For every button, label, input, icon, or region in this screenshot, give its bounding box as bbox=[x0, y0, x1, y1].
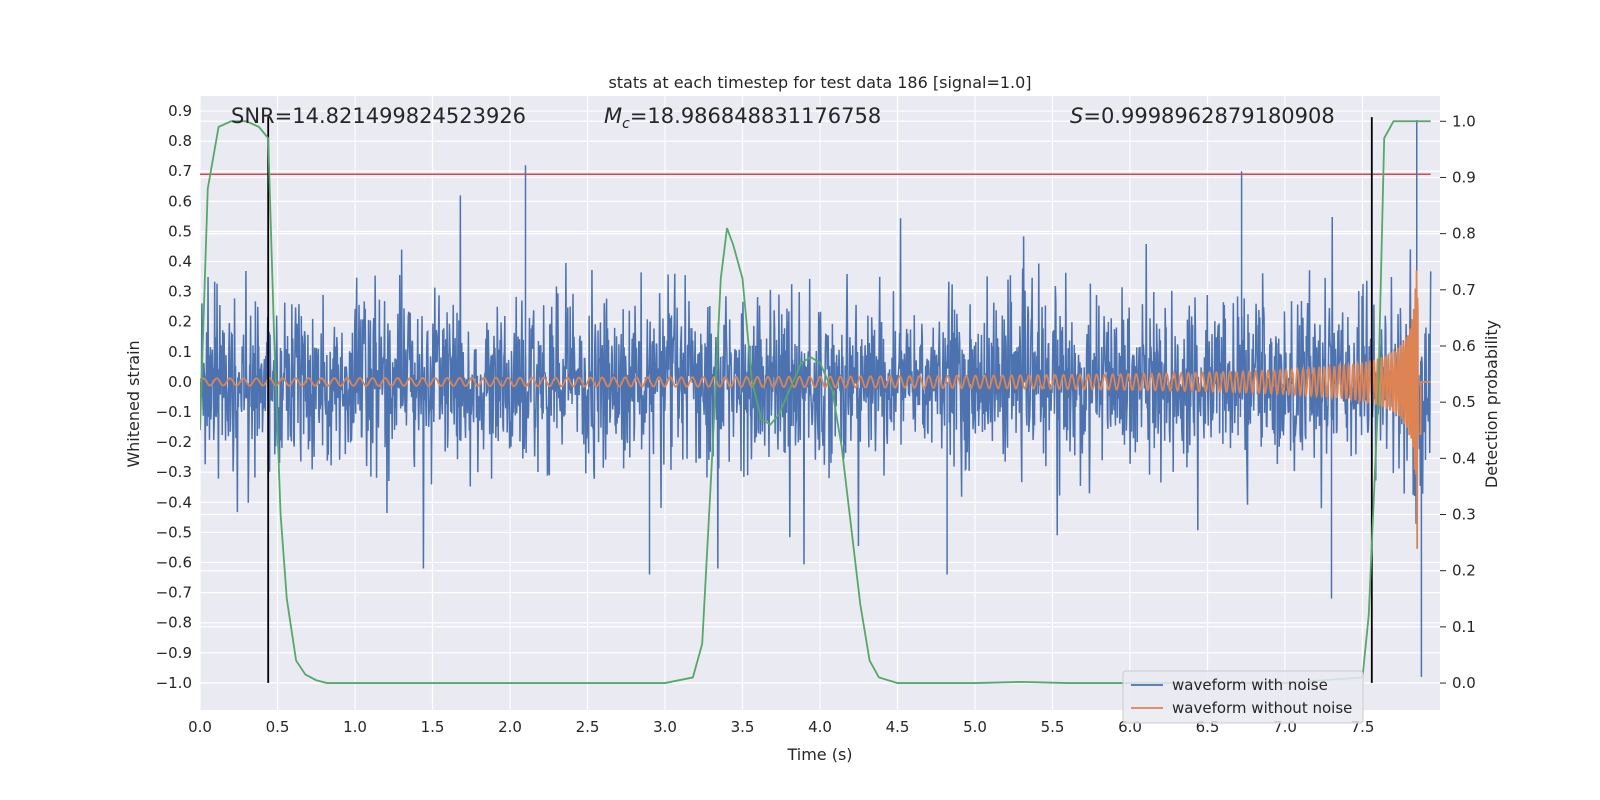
y-right-tick-label: 0.6 bbox=[1452, 337, 1476, 355]
snr-annotation: SNR=14.821499824523926 bbox=[231, 104, 526, 128]
y-right-tick-label: 0.8 bbox=[1452, 225, 1476, 243]
x-tick-label: 5.0 bbox=[963, 718, 987, 736]
y-right-tick-label: 1.0 bbox=[1452, 112, 1476, 130]
y-tick-label: −0.8 bbox=[156, 614, 192, 632]
y-tick-label: 0.4 bbox=[168, 253, 192, 271]
legend-label-clean: waveform without noise bbox=[1172, 699, 1352, 717]
y-right-tick-label: 0.4 bbox=[1452, 449, 1476, 467]
y-tick-label: −0.6 bbox=[156, 554, 192, 572]
y-tick-label: −1.0 bbox=[156, 674, 192, 692]
x-tick-label: 4.5 bbox=[886, 718, 910, 736]
s-annotation: S=0.9998962879180908 bbox=[1070, 104, 1335, 128]
chirp-mass-annotation: Mc=18.986848831176758 bbox=[604, 104, 881, 132]
x-tick-label: 2.0 bbox=[498, 718, 522, 736]
chirp-mass-symbol: M bbox=[604, 104, 622, 128]
y-right-ticks: 1.0 0.9 0.8 0.7 0.6 0.5 0.4 0.3 0.2 0.1 0.0 bbox=[1440, 112, 1476, 692]
y-tick-label: −0.4 bbox=[156, 493, 192, 511]
y-right-tick-label: 0.9 bbox=[1452, 168, 1476, 186]
legend-box bbox=[1122, 670, 1364, 724]
legend: waveform with noise waveform without noi… bbox=[1122, 670, 1364, 724]
s-symbol: S bbox=[1070, 104, 1083, 128]
y-tick-label: 0.6 bbox=[168, 192, 192, 210]
x-tick-label: 2.5 bbox=[576, 718, 600, 736]
y-tick-label: 0.1 bbox=[168, 343, 192, 361]
y-right-tick-label: 0.5 bbox=[1452, 393, 1476, 411]
chart-title: stats at each timestep for test data 186… bbox=[608, 73, 1031, 92]
y-tick-label: 0.3 bbox=[168, 283, 192, 301]
y-tick-label: −0.9 bbox=[156, 644, 192, 662]
x-tick-label: 3.5 bbox=[731, 718, 755, 736]
x-tick-label: 4.0 bbox=[808, 718, 832, 736]
series-waveform-with-noise bbox=[200, 120, 1432, 677]
legend-label-noisy: waveform with noise bbox=[1172, 676, 1328, 694]
x-tick-label: 5.5 bbox=[1041, 718, 1065, 736]
y-tick-label: 0.0 bbox=[168, 373, 192, 391]
y-tick-label: 0.2 bbox=[168, 313, 192, 331]
x-tick-label: 3.0 bbox=[653, 718, 677, 736]
y-ticks: 0.9 0.8 0.7 0.6 0.5 0.4 0.3 0.2 0.1 0.0 −0.1 −0.2 −0… bbox=[156, 102, 192, 692]
y-right-axis-label: Detection probability bbox=[1482, 320, 1501, 488]
y-right-tick-label: 0.1 bbox=[1452, 618, 1476, 636]
series-detection-probability bbox=[200, 120, 1431, 684]
y-tick-label: 0.5 bbox=[168, 222, 192, 240]
x-tick-label: 1.5 bbox=[421, 718, 445, 736]
x-tick-label: 0.0 bbox=[188, 718, 212, 736]
chirp-mass-value: =18.986848831176758 bbox=[630, 104, 881, 128]
series-waveform-without-noise bbox=[200, 270, 1431, 549]
chirp-mass-subscript: c bbox=[622, 116, 630, 132]
x-tick-label: 1.0 bbox=[343, 718, 367, 736]
y-tick-label: 0.9 bbox=[168, 102, 192, 120]
y-tick-label: −0.3 bbox=[156, 463, 192, 481]
y-tick-label: −0.7 bbox=[156, 584, 192, 602]
y-axis-label: Whitened strain bbox=[124, 340, 143, 467]
y-tick-label: −0.5 bbox=[156, 523, 192, 541]
y-tick-label: −0.1 bbox=[156, 403, 192, 421]
vertical-markers bbox=[267, 117, 1373, 683]
y-right-tick-label: 0.7 bbox=[1452, 281, 1476, 299]
y-right-tick-label: 0.2 bbox=[1452, 562, 1476, 580]
y-tick-label: 0.8 bbox=[168, 132, 192, 150]
x-axis-label: Time (s) bbox=[786, 745, 852, 764]
y-tick-label: −0.2 bbox=[156, 433, 192, 451]
x-tick-label: 0.5 bbox=[266, 718, 290, 736]
s-value: =0.9998962879180908 bbox=[1083, 104, 1334, 128]
y-right-tick-label: 0.0 bbox=[1452, 674, 1476, 692]
y-tick-label: 0.7 bbox=[168, 162, 192, 180]
y-right-tick-label: 0.3 bbox=[1452, 506, 1476, 524]
